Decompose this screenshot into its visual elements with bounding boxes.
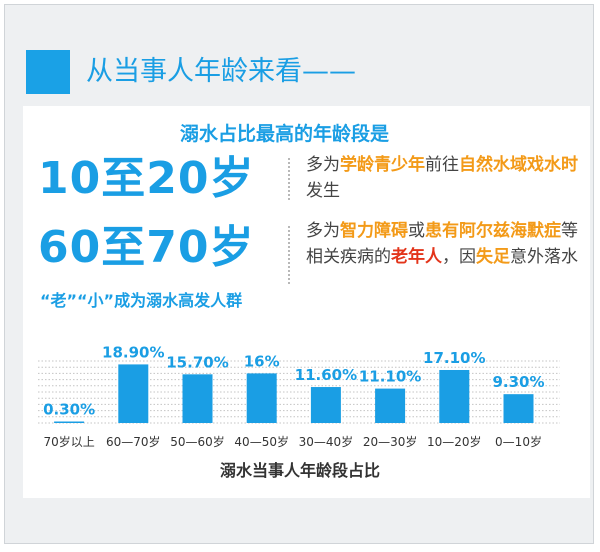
bar-data-label: 0.30%	[43, 401, 95, 419]
divider-2	[288, 226, 290, 284]
age-description-2: 多为智力障碍或患有阿尔兹海默症等相关疾病的老年人，因失足意外落水	[306, 218, 578, 270]
bar-data-label: 16%	[244, 352, 280, 370]
bar	[375, 388, 406, 423]
header-accent-square	[26, 50, 70, 94]
bar	[246, 373, 277, 423]
bar-data-label: 17.10%	[423, 349, 485, 367]
desc-segment: 老年人	[391, 247, 442, 267]
category-label: 0—10岁	[495, 434, 542, 449]
desc-segment: 智力障碍	[340, 221, 408, 241]
bar	[439, 369, 470, 423]
category-label: 10—20岁	[427, 434, 482, 449]
category-label: 50—60岁	[170, 434, 225, 449]
desc-segment: 多为	[306, 155, 340, 175]
category-label: 70岁以上	[43, 434, 94, 449]
category-label: 20—30岁	[363, 434, 418, 449]
high-risk-note: “老”“小”成为溺水高发人群	[40, 291, 243, 310]
bar	[310, 387, 341, 423]
desc-segment: 自然水域戏水时	[459, 155, 578, 175]
bar-data-label: 9.30%	[492, 373, 544, 391]
bar-data-label: 11.10%	[359, 368, 421, 386]
desc-segment: 意外落水	[510, 247, 578, 267]
bar	[54, 421, 85, 423]
desc-segment: 学龄青少年	[340, 155, 425, 175]
bar	[118, 364, 149, 423]
category-label: 40—50岁	[234, 434, 289, 449]
desc-segment: 失足	[476, 247, 510, 267]
desc-segment: 患有阿尔兹海默症	[425, 221, 561, 241]
bar-data-label: 18.90%	[102, 343, 164, 361]
desc-segment: 多为	[306, 221, 340, 241]
bar	[182, 374, 213, 423]
age-range-1: 10至20岁	[38, 153, 255, 204]
bar-data-label: 11.60%	[295, 366, 357, 384]
divider-1	[288, 158, 290, 200]
desc-segment: 前往	[425, 155, 459, 175]
header-title: 从当事人年龄来看——	[86, 56, 356, 87]
bar-data-label: 15.70%	[166, 353, 228, 371]
age-description-1: 多为学龄青少年前往自然水域戏水时发生	[306, 152, 578, 204]
desc-segment: ，因	[442, 247, 476, 267]
category-label: 30—40岁	[299, 434, 354, 449]
chart-x-title: 溺水当事人年龄段占比	[219, 461, 380, 480]
subtitle: 溺水占比最高的年龄段是	[180, 123, 390, 145]
content-panel	[23, 106, 590, 498]
bar	[503, 394, 534, 423]
desc-segment: 发生	[306, 181, 340, 201]
desc-segment: 等相关疾病的	[306, 221, 578, 267]
age-range-2: 60至70岁	[38, 222, 255, 273]
category-label: 60—70岁	[106, 434, 161, 449]
desc-segment: 或	[408, 221, 425, 241]
